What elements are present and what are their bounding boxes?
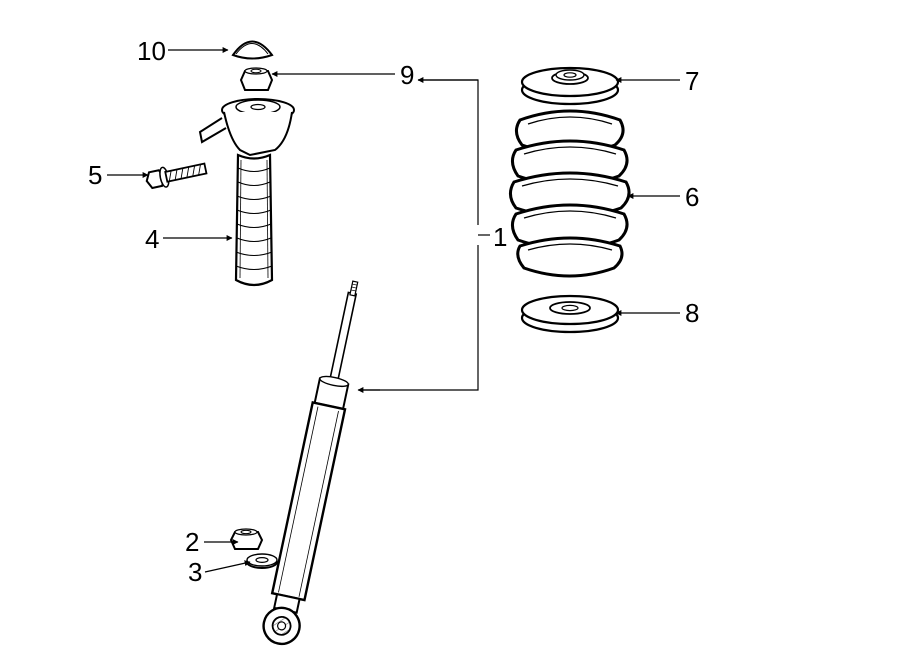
part-top-nut <box>241 68 272 90</box>
callout-8: 8 <box>685 298 699 329</box>
part-upper-spring-seat <box>522 68 618 104</box>
part-cap <box>233 42 272 59</box>
callout-4: 4 <box>145 224 159 255</box>
callout-7: 7 <box>685 66 699 97</box>
callout-2: 2 <box>185 527 199 558</box>
part-lower-spring-seat <box>522 296 618 332</box>
part-upper-mount-and-boot <box>200 99 294 285</box>
bracket-item-1 <box>358 80 490 390</box>
part-coil-spring <box>510 111 629 276</box>
diagram-svg <box>0 0 900 662</box>
callout-9: 9 <box>400 60 414 91</box>
callout-5: 5 <box>88 160 102 191</box>
parts-diagram: 1 2 3 4 5 6 7 8 9 10 <box>0 0 900 662</box>
callout-3: 3 <box>188 557 202 588</box>
callout-1: 1 <box>493 222 507 253</box>
part-washer <box>247 554 277 568</box>
callout-6: 6 <box>685 182 699 213</box>
part-lower-nut <box>231 529 262 549</box>
part-shock-absorber <box>260 278 372 647</box>
callout-10: 10 <box>137 36 166 67</box>
part-bolt <box>145 159 208 191</box>
